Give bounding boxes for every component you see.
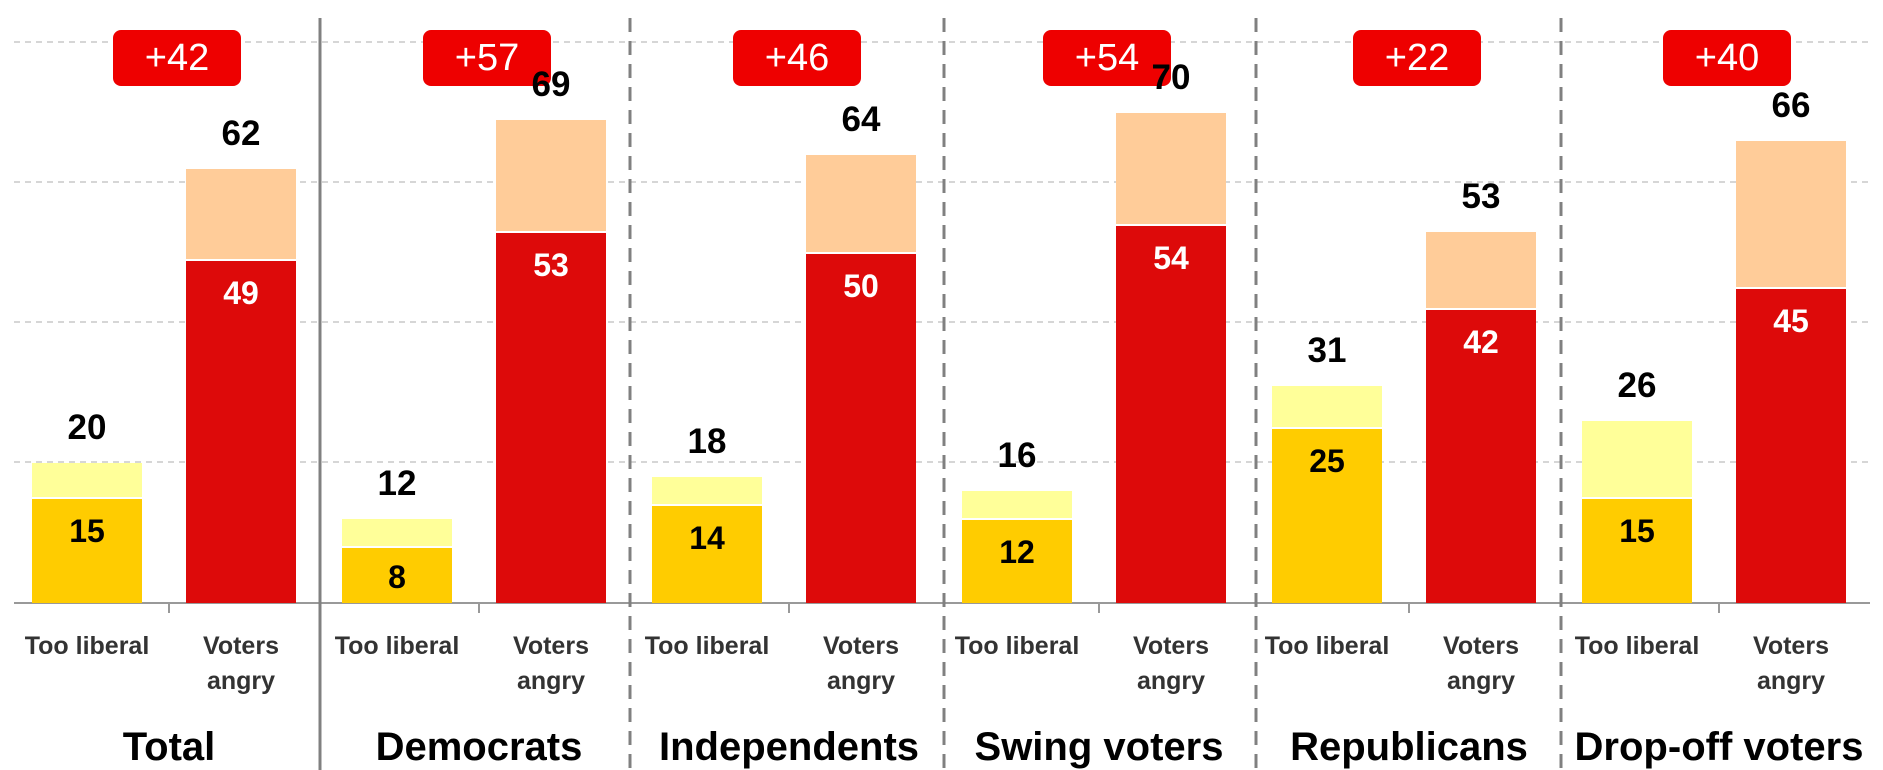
bar-segment-rest [1116, 113, 1226, 225]
bar-strong-value: 15 [1619, 513, 1655, 549]
category-label: Voters [1133, 632, 1209, 660]
category-label: angry [207, 667, 275, 695]
gap-badge-label: +57 [455, 37, 519, 79]
bar-segment-strong [1272, 428, 1382, 603]
group-label: Republicans [1290, 725, 1528, 769]
bar-segment-strong [1426, 309, 1536, 603]
bar-total-value: 70 [1152, 58, 1191, 97]
category-label: Voters [513, 632, 589, 660]
bar-segment-rest [652, 477, 762, 505]
bar-segment-strong [496, 232, 606, 603]
group-label: Democrats [376, 725, 583, 769]
category-label: Too liberal [955, 632, 1080, 660]
bar-segment-rest [962, 491, 1072, 519]
bar-strong-value: 42 [1463, 324, 1499, 360]
bar-segment-rest [342, 519, 452, 547]
bar-total-value: 20 [68, 408, 107, 447]
gap-badge [1043, 30, 1171, 86]
bar-strong-value: 45 [1773, 303, 1809, 339]
gap-badge [1353, 30, 1481, 86]
bar-segment-strong [806, 253, 916, 603]
category-label: angry [1447, 667, 1515, 695]
bar-segment-strong [32, 498, 142, 603]
bar-strong-value: 15 [69, 513, 105, 549]
category-label: Voters [823, 632, 899, 660]
gap-badge [1663, 30, 1791, 86]
gap-badge-label: +54 [1075, 37, 1139, 79]
bar-total-value: 66 [1772, 86, 1811, 125]
category-label: Voters [203, 632, 279, 660]
gap-badge [113, 30, 241, 86]
group-label: Drop-off voters [1575, 725, 1864, 769]
bar-strong-value: 25 [1309, 443, 1345, 479]
bar-total-value: 53 [1462, 177, 1501, 216]
bar-segment-rest [496, 120, 606, 232]
category-label: angry [517, 667, 585, 695]
group-label: Total [123, 725, 216, 769]
gap-badge [423, 30, 551, 86]
category-label: Too liberal [1575, 632, 1700, 660]
bar-total-value: 12 [378, 464, 417, 503]
category-label: angry [827, 667, 895, 695]
bar-segment-strong [1736, 288, 1846, 603]
bar-segment-strong [186, 260, 296, 603]
bar-segment-strong [962, 519, 1072, 603]
category-label: angry [1757, 667, 1825, 695]
bar-strong-value: 8 [388, 559, 406, 595]
gap-badge [733, 30, 861, 86]
category-label: Too liberal [1265, 632, 1390, 660]
bar-segment-rest [1582, 421, 1692, 498]
bar-strong-value: 53 [533, 247, 569, 283]
bar-strong-value: 14 [689, 520, 725, 556]
gap-badge-label: +42 [145, 37, 209, 79]
bar-total-value: 64 [842, 100, 881, 139]
bar-segment-rest [32, 463, 142, 498]
bar-segment-strong [1116, 225, 1226, 603]
group-label: Swing voters [975, 725, 1224, 769]
category-label: Voters [1443, 632, 1519, 660]
gap-badge-label: +40 [1695, 37, 1759, 79]
bar-segment-rest [1426, 232, 1536, 309]
bar-total-value: 69 [532, 65, 571, 104]
category-label: Too liberal [335, 632, 460, 660]
group-label: Independents [659, 725, 919, 769]
gap-badge-label: +22 [1385, 37, 1449, 79]
category-label: Too liberal [25, 632, 150, 660]
bar-strong-value: 50 [843, 268, 879, 304]
bar-segment-strong [1582, 498, 1692, 603]
bar-segment-rest [1736, 141, 1846, 288]
bar-strong-value: 49 [223, 275, 259, 311]
bar-total-value: 26 [1618, 366, 1657, 405]
bar-segment-strong [652, 505, 762, 603]
category-label: Voters [1753, 632, 1829, 660]
bar-total-value: 62 [222, 114, 261, 153]
bar-total-value: 18 [688, 422, 727, 461]
bar-strong-value: 54 [1153, 240, 1189, 276]
bar-segment-strong [342, 547, 452, 603]
bar-segment-rest [1272, 386, 1382, 428]
bar-total-value: 16 [998, 436, 1037, 475]
bar-segment-rest [806, 155, 916, 253]
category-label: Too liberal [645, 632, 770, 660]
bar-strong-value: 12 [999, 534, 1035, 570]
bar-segment-rest [186, 169, 296, 260]
gap-badge-label: +46 [765, 37, 829, 79]
category-label: angry [1137, 667, 1205, 695]
bar-total-value: 31 [1308, 331, 1347, 370]
